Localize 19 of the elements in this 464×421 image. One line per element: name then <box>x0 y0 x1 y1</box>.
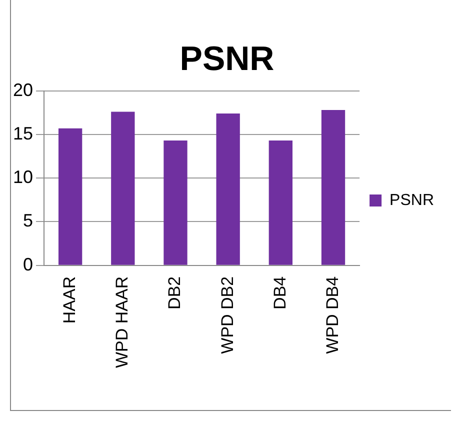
bar <box>111 112 135 265</box>
x-tick-label: DB4 <box>270 276 290 310</box>
chart-title: PSNR <box>180 40 274 78</box>
bar <box>58 128 82 265</box>
y-tick-label: 10 <box>12 167 34 188</box>
x-tick-label: WPD HAAR <box>112 276 132 368</box>
bar <box>268 140 292 265</box>
bar <box>321 110 346 265</box>
y-tick-label: 20 <box>12 80 34 100</box>
x-tick-label: HAAR <box>60 276 80 324</box>
x-tick-label: WPD DB4 <box>322 276 342 354</box>
y-tick-label: 0 <box>23 254 34 274</box>
x-tick-label: DB2 <box>165 276 184 310</box>
bar <box>164 140 188 265</box>
y-tick-label: 5 <box>23 210 34 231</box>
x-tick-label: WPD DB2 <box>218 276 237 354</box>
y-tick-label: 15 <box>12 123 34 144</box>
bar <box>216 113 240 265</box>
legend-label: PSNR <box>390 192 434 209</box>
